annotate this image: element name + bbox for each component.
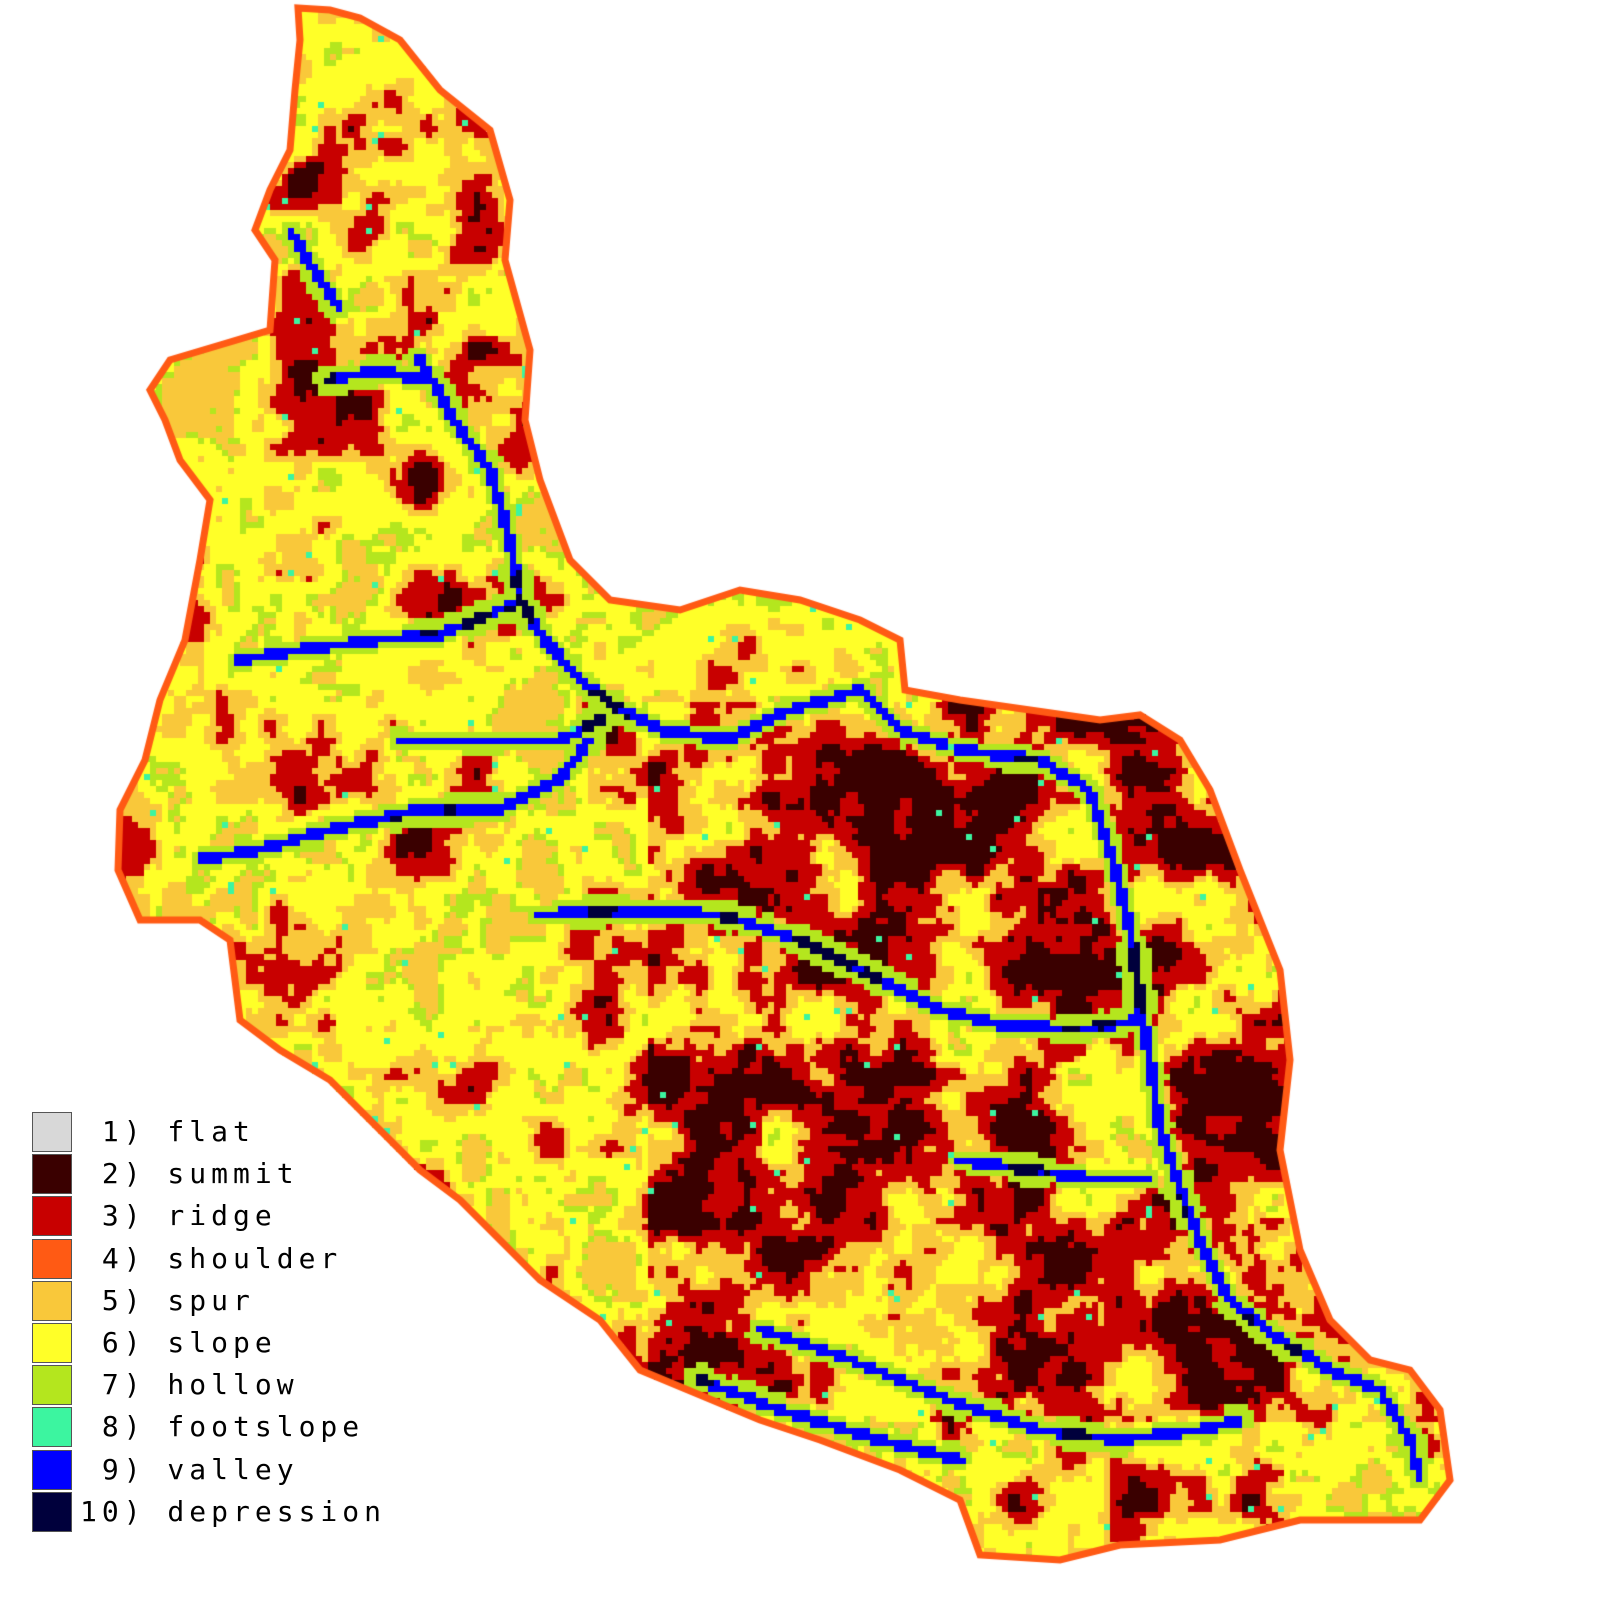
legend-label-depression: 10) depression bbox=[80, 1494, 387, 1528]
legend-item-footslope: 8) footslope bbox=[32, 1407, 372, 1449]
legend-swatch-flat bbox=[32, 1112, 72, 1152]
legend-item-shoulder: 4) shoulder bbox=[32, 1238, 372, 1281]
legend-label-spur: 5) spur bbox=[80, 1283, 255, 1317]
legend-swatch-valley bbox=[32, 1449, 72, 1490]
legend-item-spur: 5) spur bbox=[32, 1280, 372, 1323]
legend-label-hollow: 7) hollow bbox=[80, 1368, 299, 1402]
legend-swatch-footslope bbox=[32, 1407, 72, 1448]
legend-label-ridge: 3) ridge bbox=[80, 1199, 277, 1233]
legend-item-flat: 1) flat bbox=[32, 1112, 372, 1154]
legend-item-depression: 10) depression bbox=[32, 1491, 381, 1534]
legend-item-slope: 6) slope bbox=[32, 1322, 372, 1365]
legend: 1) flat 2) summit 3) ridge 4) shoulder 5… bbox=[32, 1112, 381, 1534]
legend-label-summit: 2) summit bbox=[80, 1157, 299, 1191]
legend-swatch-shoulder bbox=[32, 1238, 72, 1279]
legend-label-shoulder: 4) shoulder bbox=[80, 1241, 343, 1275]
legend-swatch-spur bbox=[32, 1280, 72, 1321]
legend-label-footslope: 8) footslope bbox=[80, 1410, 365, 1444]
legend-swatch-depression bbox=[32, 1491, 72, 1532]
legend-label-slope: 6) slope bbox=[80, 1325, 277, 1359]
legend-swatch-hollow bbox=[32, 1365, 72, 1406]
legend-item-valley: 9) valley bbox=[32, 1449, 372, 1492]
legend-label-valley: 9) valley bbox=[80, 1452, 299, 1486]
legend-label-flat: 1) flat bbox=[80, 1115, 255, 1148]
legend-swatch-summit bbox=[32, 1154, 72, 1195]
legend-item-ridge: 3) ridge bbox=[32, 1196, 372, 1238]
legend-item-hollow: 7) hollow bbox=[32, 1365, 372, 1407]
legend-swatch-ridge bbox=[32, 1196, 72, 1237]
legend-swatch-slope bbox=[32, 1322, 72, 1363]
legend-item-summit: 2) summit bbox=[32, 1154, 372, 1196]
